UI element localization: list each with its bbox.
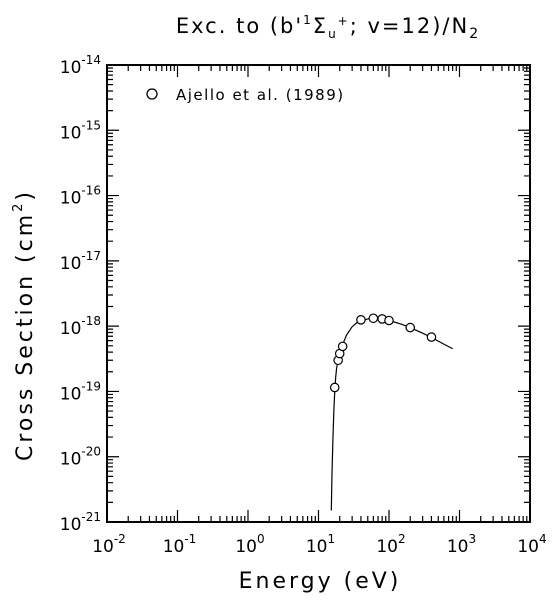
axis-ticks	[106, 64, 531, 523]
y-tick-label: 10-15	[60, 118, 101, 143]
data-points	[329, 313, 437, 393]
chart-title: Exc. to (b'1Σu+; v=12)/N2	[176, 13, 480, 42]
y-tick-label: 10-21	[60, 510, 101, 535]
data-point	[405, 322, 416, 333]
data-point	[337, 341, 348, 352]
x-tick-label: 100	[235, 532, 264, 557]
x-tick-label: 103	[447, 532, 476, 557]
fit-curve-group	[330, 317, 453, 511]
y-tick-label: 10-16	[60, 184, 101, 209]
y-tick-label: 10-19	[60, 379, 101, 404]
y-axis-label: Cross Section (cm2)	[11, 189, 38, 461]
legend-label: Ajello et al. (1989)	[176, 86, 345, 104]
x-tick-label: 10-1	[163, 532, 197, 557]
legend-marker	[146, 88, 158, 100]
data-point	[329, 382, 340, 393]
y-tick-labels: 10-14 10-15 10-16 10-17 10-18 10-19 10-20 10-21	[60, 53, 101, 535]
data-point	[426, 332, 437, 342]
data-point	[356, 315, 366, 325]
y-tick-label: 10-14	[60, 53, 101, 78]
x-tick-label: 102	[376, 532, 405, 557]
y-tick-label: 10-20	[60, 445, 101, 470]
plot-frame	[106, 64, 531, 523]
data-point	[368, 313, 379, 324]
data-point	[384, 315, 394, 326]
y-tick-label: 10-17	[60, 249, 101, 274]
x-tick-label: 104	[517, 532, 546, 557]
x-axis-label: Energy (eV)	[239, 569, 402, 594]
tick-marks	[106, 64, 531, 523]
legend: Ajello et al. (1989)	[146, 86, 345, 104]
fit-curve	[330, 317, 453, 511]
x-tick-label: 10-2	[92, 532, 126, 557]
x-tick-labels: 10-2 10-1 100 101 102 103 104	[92, 532, 546, 557]
y-tick-label: 10-18	[60, 314, 101, 339]
x-tick-label: 101	[306, 532, 335, 557]
